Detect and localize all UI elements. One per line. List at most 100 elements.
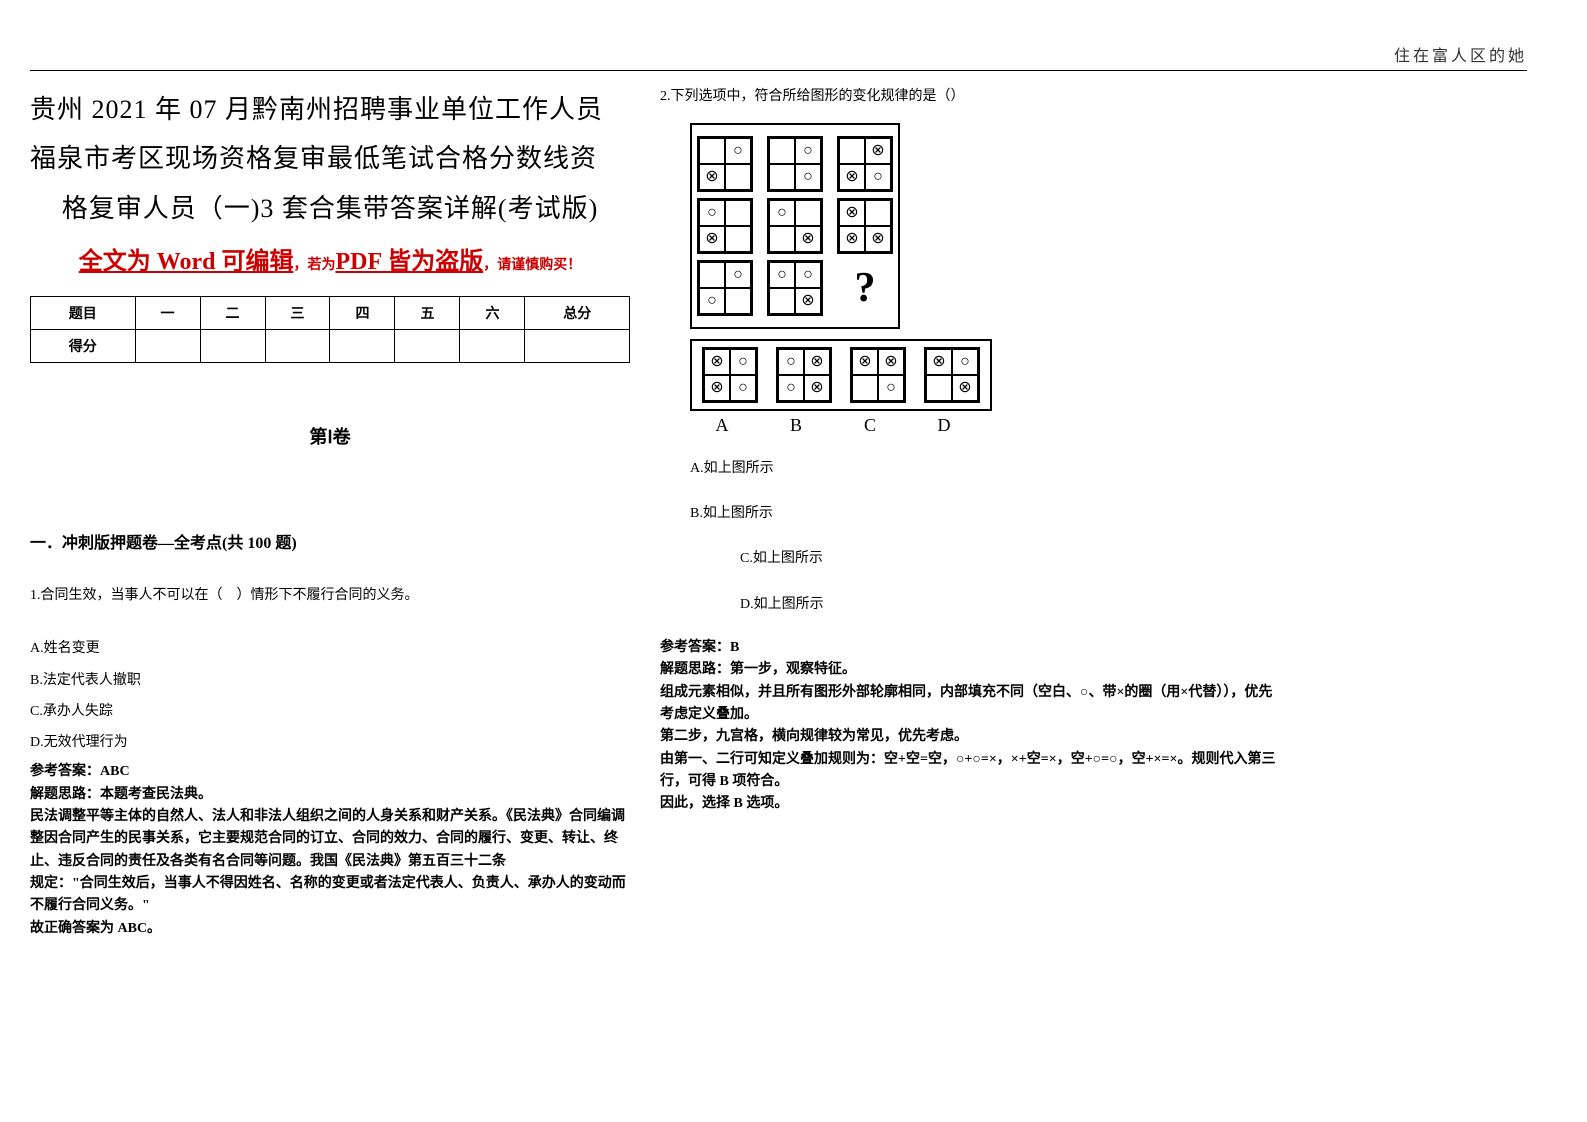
q2-explain-2: 第二步，九宫格，横向规律较为常见，优先考虑。: [660, 726, 1280, 748]
cell: ⊗: [878, 349, 904, 375]
q1-option-a: A.姓名变更: [30, 636, 630, 661]
mini-grid: ⊗⊗○: [837, 136, 893, 192]
q1-explain-1: 民法调整平等主体的自然人、法人和非法人组织之间的人身关系和财产关系。《民法典》合…: [30, 806, 630, 873]
cell: ○: [730, 349, 756, 375]
mini-grid: ⊗○⊗: [924, 347, 980, 403]
warn-part-3: PDF 皆为盗版: [335, 249, 483, 275]
q2-explain-label: 解题思路：第一步，观察特征。: [660, 659, 1280, 681]
answer-row: ⊗○⊗○ ○⊗○⊗ ⊗⊗○ ⊗○⊗: [702, 347, 980, 403]
cell: ○: [769, 200, 795, 226]
q2-option-a: A.如上图所示: [690, 456, 1280, 481]
cell: [725, 200, 751, 226]
mini-grid: ○○⊗: [767, 260, 823, 316]
cell-empty: [265, 330, 330, 363]
q1-option-d: D.无效代理行为: [30, 730, 630, 755]
cell: [865, 200, 891, 226]
cell: ○: [795, 164, 821, 190]
q1-answer: 参考答案：ABC: [30, 761, 630, 783]
cell: [839, 138, 865, 164]
cell: ○: [699, 200, 725, 226]
volume-title: 第Ⅰ卷: [30, 423, 630, 449]
warn-part-1: 全文为 Word 可编辑: [79, 249, 294, 275]
th-2: 二: [200, 297, 265, 330]
label-d: D: [916, 415, 972, 436]
cell: ⊗: [839, 226, 865, 252]
q1-option-c: C.承办人失踪: [30, 699, 630, 724]
cell: ○: [795, 138, 821, 164]
cell: ○: [730, 375, 756, 401]
mini-grid: ⊗⊗○: [850, 347, 906, 403]
figure-area: ○⊗ ○○ ⊗⊗○ ○⊗ ○⊗ ⊗⊗⊗ ○○ ○○⊗ ?: [690, 123, 1280, 436]
q2-stem: 2.下列选项中，符合所给图形的变化规律的是（）: [660, 85, 1280, 105]
cell: ⊗: [704, 349, 730, 375]
title-line-2: 福泉市考区现场资格复审最低笔试合格分数线资: [30, 134, 630, 183]
th-0: 题目: [31, 297, 136, 330]
cell: [769, 226, 795, 252]
answer-labels: A B C D: [694, 415, 1280, 436]
q1-option-b: B.法定代表人撤职: [30, 668, 630, 693]
cell: ⊗: [839, 164, 865, 190]
column-right: 2.下列选项中，符合所给图形的变化规律的是（） ○⊗ ○○ ⊗⊗○ ○⊗ ○⊗ …: [660, 85, 1280, 940]
cell: [699, 138, 725, 164]
mini-grid: ○○: [697, 260, 753, 316]
cell: ○: [778, 349, 804, 375]
header-text: 住在富人区的她: [1394, 42, 1527, 66]
cell: ○: [725, 138, 751, 164]
title-line-1: 贵州 2021 年 07 月黔南州招聘事业单位工作人员: [30, 85, 630, 134]
q2-option-b: B.如上图所示: [690, 501, 1280, 526]
cell: ○: [699, 288, 725, 314]
top-divider: [30, 70, 1527, 71]
th-4: 四: [330, 297, 395, 330]
grid-row: ○⊗ ○⊗ ⊗⊗⊗: [697, 198, 893, 254]
cell: ⊗: [795, 288, 821, 314]
q1-explain-2: 规定："合同生效后，当事人不得因姓名、名称的变更或者法定代表人、负责人、承办人的…: [30, 873, 630, 918]
th-3: 三: [265, 297, 330, 330]
cell: ○: [865, 164, 891, 190]
warn-part-4: ，请谨慎购买！: [483, 258, 581, 273]
cell: ⊗: [952, 375, 978, 401]
score-table: 题目 一 二 三 四 五 六 总分 得分: [30, 296, 630, 363]
cell: ○: [778, 375, 804, 401]
cell: ⊗: [704, 375, 730, 401]
q1-stem: 1.合同生效，当事人不可以在（ ）情形下不履行合同的义务。: [30, 583, 630, 608]
q1-answer-block: 参考答案：ABC 解题思路：本题考查民法典。 民法调整平等主体的自然人、法人和非…: [30, 761, 630, 940]
grid-row: ○○ ○○⊗ ?: [697, 260, 893, 316]
q2-explain-4: 因此，选择 B 选项。: [660, 793, 1280, 815]
q2-answer: 参考答案：B: [660, 637, 1280, 659]
q2-option-d: D.如上图所示: [740, 592, 1280, 617]
label-a: A: [694, 415, 750, 436]
cell-empty: [525, 330, 630, 363]
cell: ⊗: [804, 375, 830, 401]
cell: [725, 288, 751, 314]
main-content: 贵州 2021 年 07 月黔南州招聘事业单位工作人员 福泉市考区现场资格复审最…: [30, 85, 1527, 940]
cell: ⊗: [852, 349, 878, 375]
section-title: 一．冲刺版押题卷—全考点(共 100 题): [30, 529, 630, 553]
cell: ⊗: [795, 226, 821, 252]
cell: ⊗: [926, 349, 952, 375]
cell-empty: [200, 330, 265, 363]
warning-line: 全文为 Word 可编辑，若为PDF 皆为盗版，请谨慎购买！: [30, 241, 630, 276]
th-6: 六: [460, 297, 525, 330]
cell: [852, 375, 878, 401]
th-1: 一: [135, 297, 200, 330]
row-label: 得分: [31, 330, 136, 363]
title-line-3: 格复审人员（一)3 套合集带答案详解(考试版): [30, 184, 630, 233]
cell-empty: [135, 330, 200, 363]
column-left: 贵州 2021 年 07 月黔南州招聘事业单位工作人员 福泉市考区现场资格复审最…: [30, 85, 630, 940]
cell: [795, 200, 821, 226]
cell: [769, 288, 795, 314]
cell: ○: [952, 349, 978, 375]
cell: [769, 138, 795, 164]
label-b: B: [768, 415, 824, 436]
mini-grid: ⊗○⊗○: [702, 347, 758, 403]
th-5: 五: [395, 297, 460, 330]
q2-answer-block: 参考答案：B 解题思路：第一步，观察特征。 组成元素相似，并且所有图形外部轮廓相…: [660, 637, 1280, 816]
cell: ⊗: [804, 349, 830, 375]
mini-grid: ○⊗: [697, 198, 753, 254]
cell: ○: [769, 262, 795, 288]
mini-grid: ⊗⊗⊗: [837, 198, 893, 254]
cell-empty: [460, 330, 525, 363]
mini-grid: ○⊗: [697, 136, 753, 192]
q1-explain-label: 解题思路：本题考查民法典。: [30, 784, 630, 806]
warn-part-2: ，若为: [293, 258, 335, 273]
